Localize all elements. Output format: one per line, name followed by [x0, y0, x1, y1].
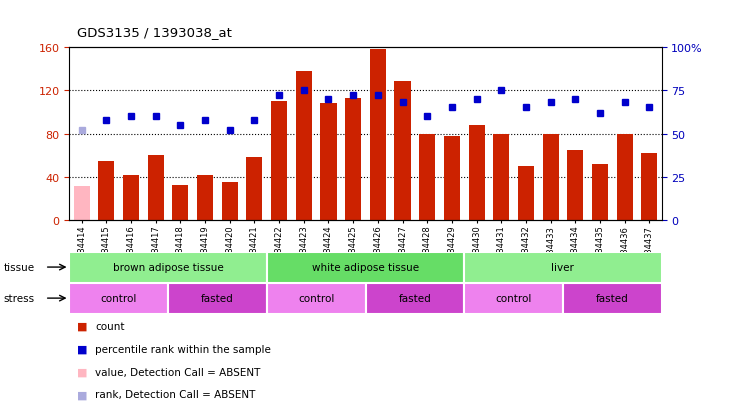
Bar	[267, 283, 366, 314]
Bar	[197, 176, 213, 221]
Text: rank, Detection Call = ABSENT: rank, Detection Call = ABSENT	[95, 389, 255, 399]
Text: ■: ■	[77, 321, 87, 331]
Bar	[296, 71, 312, 221]
Text: ■: ■	[77, 344, 87, 354]
Text: brown adipose tissue: brown adipose tissue	[113, 262, 224, 273]
Bar	[99, 161, 115, 221]
Text: percentile rank within the sample: percentile rank within the sample	[95, 344, 271, 354]
Bar	[366, 283, 464, 314]
Bar	[444, 136, 460, 221]
Bar	[464, 283, 563, 314]
Bar	[123, 176, 139, 221]
Bar	[168, 283, 267, 314]
Bar	[464, 252, 662, 283]
Bar	[148, 156, 164, 221]
Bar	[493, 134, 510, 221]
Text: GDS3135 / 1393038_at: GDS3135 / 1393038_at	[77, 26, 232, 39]
Text: tissue: tissue	[4, 262, 35, 273]
Text: control: control	[496, 293, 531, 304]
Text: fasted: fasted	[201, 293, 234, 304]
Bar	[345, 98, 361, 221]
Bar	[592, 165, 608, 221]
Text: control: control	[101, 293, 137, 304]
Text: stress: stress	[4, 293, 35, 304]
Text: white adipose tissue: white adipose tissue	[312, 262, 419, 273]
Bar	[69, 283, 168, 314]
Bar	[395, 82, 411, 221]
Text: liver: liver	[551, 262, 575, 273]
Bar	[74, 186, 90, 221]
Bar	[69, 252, 267, 283]
Bar	[370, 50, 386, 221]
Text: count: count	[95, 321, 124, 331]
Bar	[267, 252, 464, 283]
Text: value, Detection Call = ABSENT: value, Detection Call = ABSENT	[95, 367, 260, 377]
Bar	[563, 283, 662, 314]
Text: ■: ■	[77, 367, 87, 377]
Bar	[641, 154, 657, 221]
Text: ■: ■	[77, 389, 87, 399]
Bar	[518, 167, 534, 221]
Bar	[173, 185, 189, 221]
Text: fasted: fasted	[596, 293, 629, 304]
Bar	[320, 104, 336, 221]
Bar	[567, 150, 583, 221]
Bar	[246, 158, 262, 221]
Bar	[271, 102, 287, 221]
Text: control: control	[298, 293, 334, 304]
Bar	[221, 183, 238, 221]
Text: fasted: fasted	[398, 293, 431, 304]
Bar	[542, 134, 558, 221]
Bar	[616, 134, 632, 221]
Bar	[419, 134, 435, 221]
Bar	[469, 126, 485, 221]
